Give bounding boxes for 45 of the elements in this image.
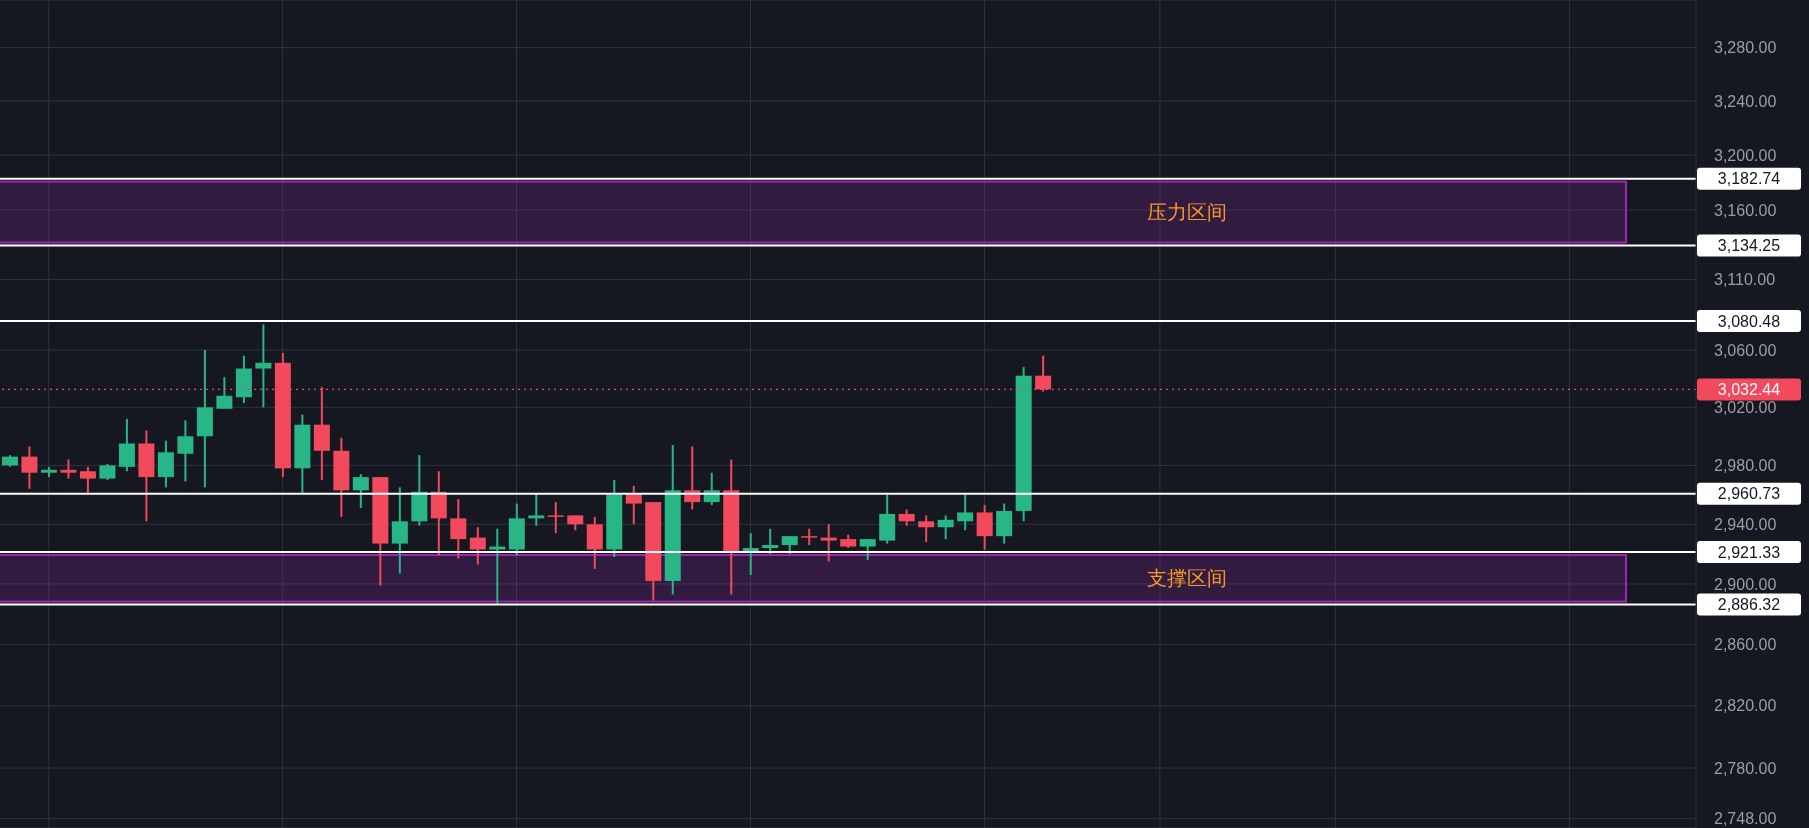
y-tick-label: 3,110.00 [1714,271,1776,289]
candlestick [937,514,954,541]
candlestick [450,498,467,560]
candlestick [352,473,369,509]
candlestick [859,538,876,561]
y-tick-label: 3,060.00 [1714,341,1777,359]
band-label: 支撑区间 [1147,567,1228,590]
band-label: 压力区间 [1147,201,1228,224]
y-tick-label: 2,860.00 [1714,636,1777,654]
y-tick-label: 3,280.00 [1714,39,1777,57]
ref-line-label: 3,080.48 [1717,312,1781,330]
candlestick [625,484,642,526]
candlestick [79,465,96,496]
y-tick-label: 3,240.00 [1714,92,1777,110]
candlestick [60,458,77,480]
ref-line-label: 2,960.73 [1717,485,1781,503]
candlestick [547,501,564,535]
y-tick-label: 3,200.00 [1714,146,1777,164]
y-tick-label: 2,980.00 [1714,457,1777,475]
candlestick [216,376,233,410]
y-tick-label: 2,820.00 [1714,697,1777,715]
candlestick [976,504,993,551]
candlestick [918,514,935,544]
y-tick-label: 2,780.00 [1714,759,1777,777]
candlestick [391,486,408,575]
candlestick [820,523,837,563]
candlestick [469,526,486,566]
ref-line-label: 2,921.33 [1717,543,1781,561]
ref-line-label: 2,886.32 [1717,596,1781,614]
ref-line-label: 3,182.74 [1717,170,1781,188]
candlestick [528,492,545,527]
ref-line-label: 3,134.25 [1717,237,1781,255]
y-tick-label: 3,020.00 [1714,399,1777,416]
candlestick [489,527,506,605]
candlestick [255,323,272,409]
y-tick-label: 2,748.00 [1714,810,1777,828]
candlestick [118,417,135,473]
candlestick [957,493,974,532]
ref-line-label: 3,032.44 [1717,381,1781,399]
candlestick [177,419,194,483]
y-tick-label: 3,160.00 [1714,201,1777,219]
y-tick-label: 2,940.00 [1714,515,1777,533]
candlestick [21,445,38,490]
candlestick [762,527,779,556]
y-tick-label: 2,900.00 [1714,575,1777,593]
